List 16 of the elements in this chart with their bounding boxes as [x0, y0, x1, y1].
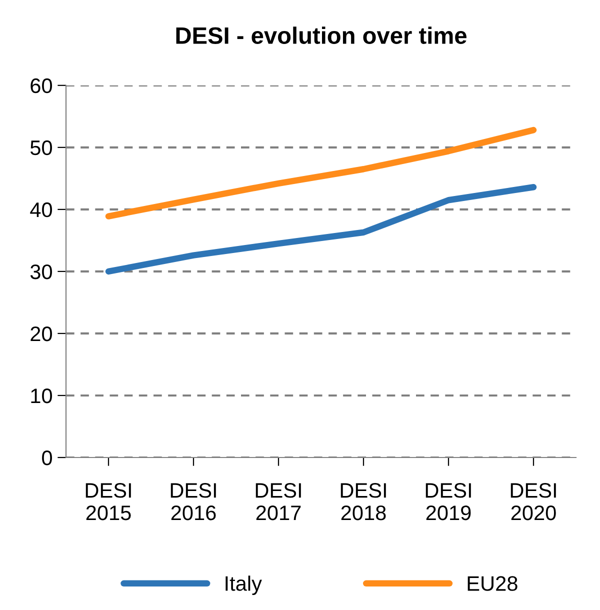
- x-tick-label: DESI 2016: [170, 483, 216, 520]
- legend-label: Italy: [226, 576, 262, 596]
- x-tick-label: DESI 2017: [256, 483, 301, 520]
- y-tick-label: 10: [31, 388, 52, 404]
- y-tick-label: 40: [30, 202, 52, 218]
- y-tick-label: 0: [42, 450, 52, 466]
- chart-title: DESI - evolution over time: [176, 26, 466, 44]
- y-tick-label: 30: [30, 264, 52, 280]
- y-tick-label: 60: [30, 78, 52, 94]
- legend-label: EU28: [468, 576, 518, 591]
- y-tick-label: 20: [30, 326, 52, 342]
- x-tick-label: DESI 2018: [340, 483, 386, 520]
- x-tick-label: DESI 2015: [86, 483, 131, 520]
- x-tick-label: DESI 2019: [426, 483, 471, 520]
- x-tick-label: DESI 2020: [510, 483, 556, 520]
- y-tick-label: 50: [30, 140, 52, 156]
